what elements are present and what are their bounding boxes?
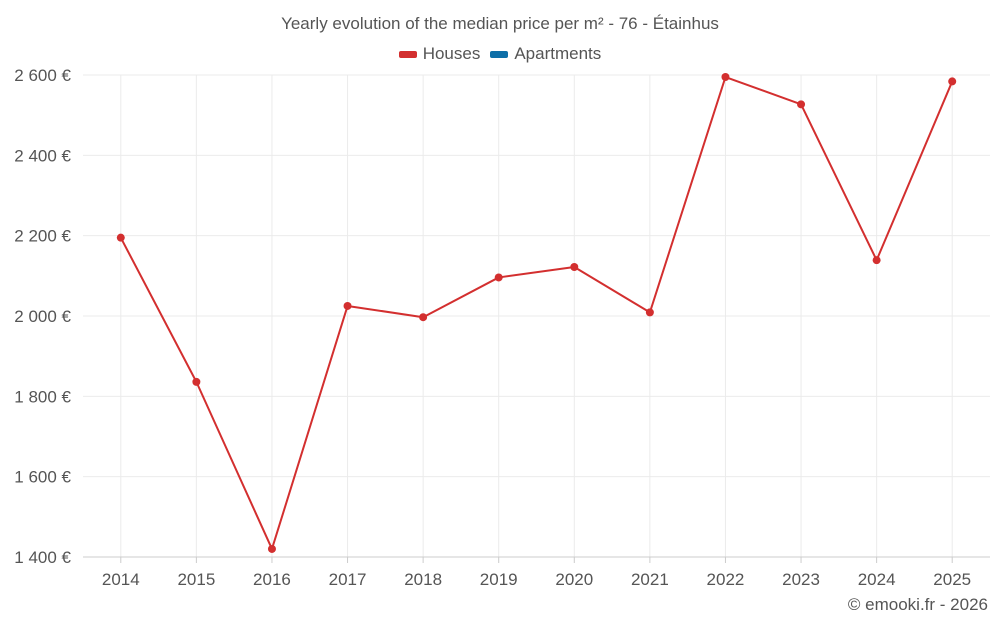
data-point-houses-2023	[797, 100, 806, 109]
legend-swatch-apartments	[490, 50, 509, 58]
x-tick-label: 2014	[102, 570, 140, 589]
data-point-houses-2025	[948, 77, 957, 86]
x-tick-label: 2022	[707, 570, 745, 589]
x-tick-label: 2019	[480, 570, 518, 589]
data-point-houses-2015	[192, 377, 201, 386]
y-tick-label: 1 600 €	[14, 468, 71, 487]
data-point-houses-2018	[419, 313, 428, 322]
data-point-houses-2016	[267, 544, 276, 553]
x-tick-label: 2017	[329, 570, 367, 589]
data-point-houses-2024	[872, 256, 881, 265]
x-tick-label: 2025	[933, 570, 971, 589]
y-tick-label: 2 400 €	[14, 146, 71, 165]
data-point-houses-2022	[721, 73, 730, 82]
data-point-houses-2019	[494, 273, 503, 282]
legend-label-apartments: Apartments	[514, 44, 602, 63]
y-tick-label: 2 200 €	[14, 227, 71, 246]
legend: Houses Apartments	[0, 44, 1000, 64]
data-point-houses-2014	[116, 233, 125, 242]
legend-label-houses: Houses	[422, 44, 481, 63]
x-tick-label: 2015	[177, 570, 215, 589]
x-tick-label: 2024	[858, 570, 896, 589]
y-tick-label: 1 400 €	[14, 548, 71, 567]
y-tick-label: 1 800 €	[14, 387, 71, 406]
x-tick-label: 2018	[404, 570, 442, 589]
legend-item-apartments[interactable]: Apartments	[490, 44, 601, 64]
data-point-houses-2021	[645, 308, 654, 317]
credit-text: © emooki.fr - 2026	[847, 595, 988, 614]
series-line-houses	[119, 76, 954, 550]
chart-title: Yearly evolution of the median price per…	[281, 14, 719, 33]
legend-swatch-houses	[398, 50, 417, 58]
x-tick-label: 2016	[253, 570, 291, 589]
y-tick-label: 2 000 €	[14, 307, 71, 326]
data-point-houses-2020	[570, 262, 579, 271]
data-point-houses-2017	[343, 301, 352, 310]
legend-item-houses[interactable]: Houses	[398, 44, 481, 64]
x-tick-label: 2023	[782, 570, 820, 589]
y-tick-label: 2 600 €	[14, 66, 71, 85]
x-tick-label: 2020	[555, 570, 593, 589]
x-tick-label: 2021	[631, 570, 669, 589]
